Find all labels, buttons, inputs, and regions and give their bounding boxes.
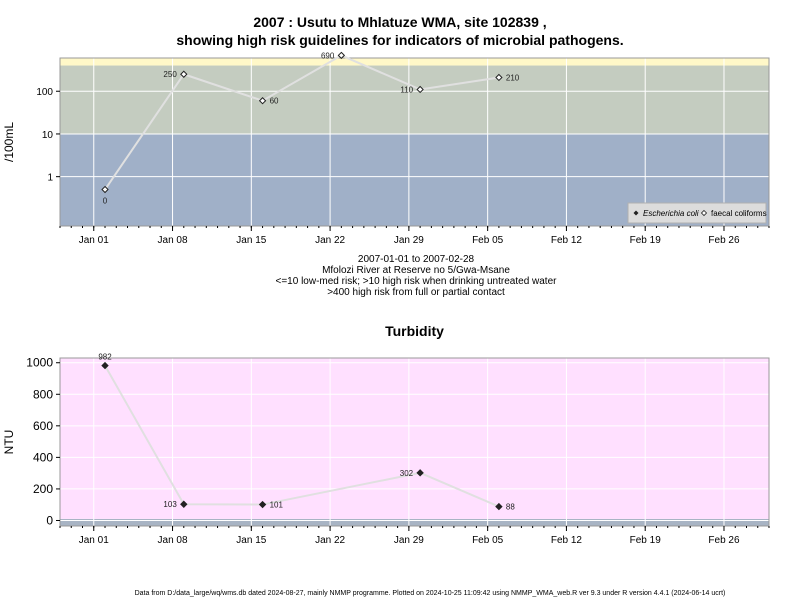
data-label: 88 xyxy=(506,503,515,512)
y-axis-label: NTU xyxy=(2,430,16,455)
data-point xyxy=(101,185,109,194)
x-tick-label: Jan 01 xyxy=(79,535,109,546)
y-tick-label: 200 xyxy=(33,482,53,496)
footer-note: Data from D:/data_large/wq/wms.db dated … xyxy=(134,590,726,597)
x-tick-label: Feb 26 xyxy=(708,535,740,546)
y-tick-label: 1000 xyxy=(26,356,53,370)
risk-guideline-text-2: >400 high risk from full or partial cont… xyxy=(327,287,505,298)
series-line-0 xyxy=(104,54,500,191)
data-point xyxy=(495,502,503,511)
legend-marker-faecal xyxy=(700,209,708,217)
site-name-text: Mfolozi River at Reserve no 5/Gwa-Msane xyxy=(322,265,510,276)
y-axis-label: /100mL xyxy=(2,122,16,162)
y-tick-label: 400 xyxy=(33,450,53,464)
y-tick-label: 10 xyxy=(42,130,54,141)
y-tick-label: 100 xyxy=(36,87,53,98)
risk-guideline-text-1: <=10 low-med risk; >10 high risk when dr… xyxy=(275,276,557,287)
x-tick-label: Feb 05 xyxy=(472,235,504,246)
data-point xyxy=(337,51,346,60)
x-tick-label: Jan 08 xyxy=(158,235,188,246)
x-tick-label: Jan 15 xyxy=(236,535,266,546)
legend-label-faecal: faecal coliforms xyxy=(711,209,767,218)
data-label: 690 xyxy=(321,51,335,60)
data-point xyxy=(258,97,267,105)
data-point xyxy=(101,361,109,370)
data-label: 210 xyxy=(506,73,520,82)
chart-title-line-2: showing high risk guidelines for indicat… xyxy=(176,32,624,48)
turbidity-chart: Turbidity 0 200 400 600 800 1000 Jan 01 Jan 08 Ja… xyxy=(2,323,770,546)
data-point xyxy=(416,85,424,94)
data-label: 302 xyxy=(400,469,414,478)
x-tick-label: Jan 15 xyxy=(236,235,266,246)
x-tick-label: Jan 29 xyxy=(394,235,424,246)
x-tick-label: Feb 19 xyxy=(630,235,662,246)
x-tick-label: Feb 19 xyxy=(630,535,662,546)
y-tick-label: 1 xyxy=(47,173,53,184)
legend-box xyxy=(627,202,767,224)
y-tick-label: 0 xyxy=(46,513,53,527)
x-tick-label: Feb 05 xyxy=(472,535,504,546)
date-range-text: 2007-01-01 to 2007-02-28 xyxy=(357,254,475,265)
y-tick-label: 800 xyxy=(33,387,53,401)
data-label: 250 xyxy=(163,70,177,79)
panel-title: Turbidity xyxy=(385,323,444,339)
x-tick-label: Jan 29 xyxy=(394,535,424,546)
legend-marker-ecoli xyxy=(633,210,639,216)
x-tick-label: Jan 08 xyxy=(158,535,188,546)
data-point xyxy=(180,500,188,508)
x-tick-label: Jan 22 xyxy=(315,235,345,246)
risk-band-1 xyxy=(60,358,769,519)
x-tick-label: Jan 22 xyxy=(315,535,345,546)
chart-title-line-1: 2007 : Usutu to Mhlatuze WMA, site 10283… xyxy=(253,14,547,30)
legend-label-ecoli: Escherichia coli xyxy=(643,209,699,218)
legend: Escherichia coli faecal coliforms xyxy=(627,202,767,224)
data-label: 101 xyxy=(270,501,284,510)
data-point xyxy=(180,70,188,78)
y-tick-label: 600 xyxy=(33,419,53,433)
risk-band-2 xyxy=(60,58,769,66)
data-point xyxy=(416,469,424,477)
data-label: 103 xyxy=(163,500,177,509)
x-tick-label: Jan 01 xyxy=(79,235,109,246)
data-point xyxy=(495,73,503,82)
data-point xyxy=(258,500,267,509)
panel-frame xyxy=(59,57,770,227)
risk-band-0 xyxy=(60,518,769,526)
panel-frame xyxy=(59,357,770,527)
risk-band-1 xyxy=(60,65,769,134)
x-tick-label: Feb 12 xyxy=(551,535,583,546)
x-tick-label: Feb 12 xyxy=(551,235,583,246)
data-label: 110 xyxy=(400,85,413,94)
data-label: 0 xyxy=(103,197,108,206)
x-tick-label: Feb 26 xyxy=(708,235,740,246)
data-label: 982 xyxy=(98,353,112,362)
data-label: 60 xyxy=(270,97,279,106)
